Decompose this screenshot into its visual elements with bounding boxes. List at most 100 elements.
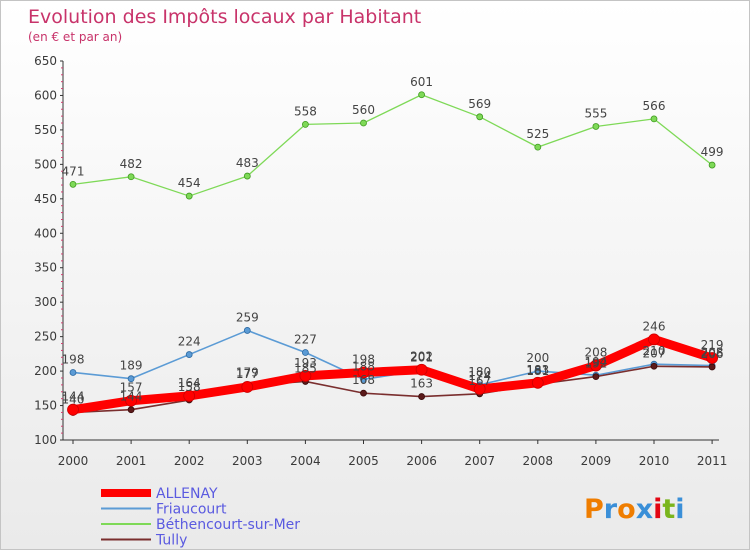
data-point-allenay [473,383,486,395]
data-label-friaucourt: 180 [468,365,491,379]
data-label-friaucourt: 201 [410,350,433,364]
y-tick-label: 550 [34,123,57,137]
data-point-allenay [415,363,428,376]
data-label-tully: 179 [236,366,259,380]
data-label-friaucourt: 194 [584,355,607,369]
data-point-friaucourt [127,375,135,383]
data-label-allenay: 208 [584,346,607,360]
axes: 100 150 200 250 300 350 400 450 500 550 600 650 2000… [34,54,727,468]
data-label-tully: 158 [178,380,201,394]
series-b-thencourt-sur-mer [69,91,716,200]
series-allenay [67,333,718,416]
data-label-b-thencourt-sur-mer: 560 [352,103,375,117]
chart-subtitle: (en € et par an) [28,30,122,44]
logo-letter: i [653,494,662,525]
data-point-b-thencourt-sur-mer [301,120,309,128]
data-point-friaucourt [69,369,77,376]
y-tick-label: 450 [34,192,57,206]
data-label-friaucourt: 189 [120,359,143,373]
y-tick-label: 650 [34,54,57,68]
logo-letter: r [604,494,618,525]
x-tick-label: 2009 [581,454,612,468]
x-tick-label: 2004 [290,454,321,468]
data-point-b-thencourt-sur-mer [708,161,716,169]
x-tick-label: 2001 [116,454,147,468]
data-point-allenay [706,352,718,364]
data-point-allenay [648,333,660,346]
data-label-allenay: 193 [294,356,317,370]
data-point-tully [592,373,600,381]
x-tick-label: 2005 [348,454,379,468]
data-label-tully: 168 [352,373,375,387]
data-label-friaucourt: 210 [643,344,666,358]
data-label-friaucourt: 198 [62,352,85,366]
data-point-b-thencourt-sur-mer [185,192,193,200]
data-label-friaucourt: 259 [236,310,259,324]
data-label-tully: 163 [410,377,433,391]
x-tick-label: 2010 [639,454,670,468]
data-label-b-thencourt-sur-mer: 483 [236,156,259,170]
data-label-b-thencourt-sur-mer: 566 [643,99,666,113]
y-tick-label: 500 [34,157,57,171]
data-point-allenay [67,403,79,416]
chart-title: Evolution des Impôts locaux par Habitant [28,6,421,28]
proxiti-logo: Proxiti [584,494,685,525]
data-label-allenay: 198 [352,352,375,366]
data-label-b-thencourt-sur-mer: 555 [584,106,607,120]
x-tick-label: 2007 [464,454,495,468]
data-label-tully: 181 [526,364,549,378]
data-label-friaucourt: 188 [352,359,375,373]
data-label-allenay: 246 [643,319,666,333]
data-point-tully [127,406,135,414]
data-point-friaucourt [534,367,542,375]
data-label-allenay: 183 [526,363,549,377]
data-label-friaucourt: 208 [701,346,724,360]
data-label-b-thencourt-sur-mer: 558 [294,104,317,118]
data-label-friaucourt: 224 [178,335,201,349]
legend-label-b-thencourt-sur-mer: Béthencourt-sur-Mer [156,517,300,533]
data-point-tully [650,362,658,370]
x-tick-label: 2008 [523,454,554,468]
data-point-b-thencourt-sur-mer [360,119,367,127]
data-label-b-thencourt-sur-mer: 569 [468,97,491,111]
y-tick-label: 600 [34,88,57,102]
data-label-friaucourt: 227 [294,332,317,346]
y-tick-label: 300 [34,295,57,309]
data-label-tully: 185 [294,361,317,375]
logo-letter: x [636,494,653,525]
data-point-b-thencourt-sur-mer [418,91,426,99]
legend-label-allenay: ALLENAY [156,486,218,502]
data-point-allenay [531,376,544,389]
x-tick-label: 2002 [174,454,205,468]
y-tick-label: 250 [34,330,57,344]
data-label-allenay: 144 [62,390,85,404]
data-point-allenay [183,389,196,402]
data-point-friaucourt [243,327,251,334]
data-point-b-thencourt-sur-mer [243,172,251,180]
series-line-b-thencourt-sur-mer [72,94,713,197]
data-point-b-thencourt-sur-mer [650,115,658,123]
legend-label-tully: Tully [155,533,187,549]
legend: ALLENAYFriaucourtBéthencourt-sur-MerTull… [101,486,300,549]
x-tick-label: 2003 [232,454,263,468]
data-label-b-thencourt-sur-mer: 499 [701,145,724,159]
data-label-b-thencourt-sur-mer: 601 [410,75,433,89]
data-label-tully: 206 [701,347,724,361]
data-label-b-thencourt-sur-mer: 482 [120,157,143,171]
series-line-tully [72,365,713,414]
y-tick-label: 400 [34,226,57,240]
data-label-tully: 140 [62,392,85,406]
data-point-allenay [241,381,254,393]
series-line-allenay [68,334,717,415]
y-tick-label: 150 [34,399,57,413]
data-label-allenay: 157 [120,381,143,395]
data-point-friaucourt [301,349,309,356]
data-point-allenay [357,366,370,379]
data-label-allenay: 177 [236,367,259,381]
data-label-friaucourt: 200 [526,351,549,365]
y-tick-label: 350 [34,261,57,275]
data-label-b-thencourt-sur-mer: 525 [526,127,549,141]
data-point-b-thencourt-sur-mer [592,123,600,130]
data-point-friaucourt [185,351,193,358]
data-label-allenay: 219 [701,338,724,352]
